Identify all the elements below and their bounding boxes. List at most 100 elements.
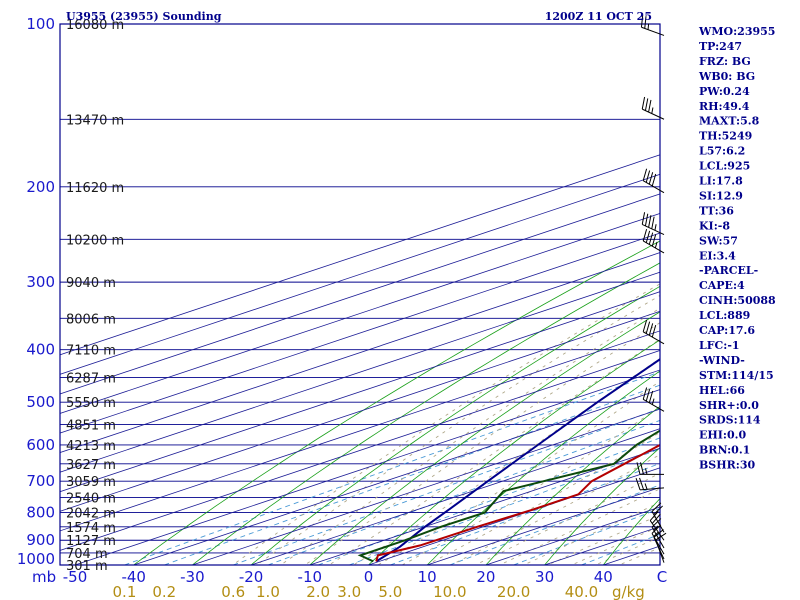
mixing-ratio-lines [124, 371, 660, 565]
mixing-ratio-tick-label: 40.0 [565, 583, 598, 600]
pressure-tick-label: 800 [26, 504, 55, 522]
index-line: BRN:0.1 [699, 444, 750, 457]
dry-adiabat [426, 370, 660, 565]
index-line: STM:114/15 [699, 369, 774, 382]
station-title: U3955 (23955) Sounding [66, 10, 222, 23]
wind-barb [640, 14, 665, 36]
index-line: MAXT:5.8 [699, 115, 760, 128]
pressure-tick-label: 500 [26, 393, 55, 411]
wind-barb [642, 387, 665, 412]
mixing-ratio-tick-label: 5.0 [378, 583, 402, 600]
index-line: SI:12.9 [699, 189, 743, 202]
index-line: WMO:23955 [698, 25, 775, 38]
index-line: CAPE:4 [699, 279, 745, 292]
mixing-ratio-tick-label: 0.2 [152, 583, 176, 600]
temperature-tick-label: C [657, 568, 667, 586]
temperature-tick-label: 10 [418, 568, 437, 586]
wind-barb [636, 462, 664, 475]
isotherm-lines [60, 154, 660, 565]
moist-adiabat [498, 488, 660, 565]
height-label: 11620 m [66, 181, 124, 196]
index-line: SHR+:0.0 [699, 399, 759, 412]
temperature-tick-label: -20 [239, 568, 264, 586]
mixing-ratio-tick-label: 1.0 [256, 583, 280, 600]
temperature-tick-label: -10 [298, 568, 323, 586]
index-line: FRZ: BG [699, 55, 751, 68]
temperature-tick-label: 40 [594, 568, 613, 586]
height-label: 4851 m [66, 419, 116, 434]
isotherm--50 [74, 369, 660, 565]
index-line: LFC:-1 [699, 339, 740, 352]
dry-adiabat [309, 311, 660, 565]
height-label: 1127 m [66, 534, 116, 549]
mixing-ratio-line [233, 407, 660, 565]
wind-barbs [635, 14, 667, 563]
dry-adiabat [250, 285, 660, 565]
moist-adiabat [594, 536, 660, 565]
isotherm--30 [192, 408, 660, 565]
mixing-ratio-line [124, 371, 660, 565]
isotherm-0 [368, 467, 660, 565]
mixing-ratio-labels: 0.1 0.2 0.6 1.0 2.0 3.0 5.0 10.0 20.0 40.0 [113, 583, 599, 600]
index-line: -WIND- [699, 354, 745, 367]
moist-adiabat [474, 472, 660, 565]
valid-time: 1200Z 11 OCT 25 [545, 10, 652, 23]
index-line: HEL:66 [699, 384, 745, 397]
index-line: SW:57 [699, 234, 738, 247]
dry-adiabat-lines [133, 36, 800, 577]
moist-adiabat [232, 283, 660, 565]
pressure-tick-label: 1000 [17, 550, 55, 568]
height-label: 2540 m [66, 491, 116, 506]
mixing-ratio-unit-label: g/kg [612, 583, 645, 600]
isotherm--40 [133, 389, 660, 565]
wind-barb [641, 96, 665, 120]
pressure-tick-label: 400 [26, 341, 55, 359]
height-label: 3059 m [66, 475, 116, 490]
temperature-tick-label: 30 [535, 568, 554, 586]
plot-frame [59, 23, 661, 566]
index-line: CAP:17.6 [699, 324, 755, 337]
isotherm--20 [250, 428, 660, 565]
temperature-tick-label: 0 [364, 568, 374, 586]
pressure-tick-label: 700 [26, 472, 55, 490]
height-label: 10200 m [66, 233, 124, 248]
dry-adiabat [773, 36, 800, 577]
temperature-tick-label: -30 [180, 568, 205, 586]
index-line: KI:-8 [699, 219, 730, 232]
index-line: RH:49.4 [699, 100, 750, 113]
height-label: 704 m [66, 547, 108, 562]
height-label: 5550 m [66, 396, 116, 411]
temperature-tick-label: -50 [63, 568, 88, 586]
height-label: 4213 m [66, 439, 116, 454]
index-line: EI:3.4 [699, 249, 736, 262]
height-label: 13470 m [66, 113, 124, 128]
isotherm--90 [60, 291, 660, 493]
dry-adiabat [133, 240, 660, 565]
dry-adiabat [485, 405, 660, 565]
index-line: TT:36 [699, 204, 734, 217]
index-line: L57:6.2 [699, 145, 745, 158]
isotherm--10 [309, 447, 660, 565]
mixing-ratio-tick-label: 0.1 [113, 583, 137, 600]
mixing-ratio-tick-label: 2.0 [306, 583, 330, 600]
wind-barb [651, 502, 665, 533]
dewpoint-line [357, 429, 660, 563]
moist-adiabat [401, 406, 660, 565]
index-line: SRDS:114 [699, 414, 761, 427]
mixing-ratio-line [390, 462, 660, 565]
index-line: EHI:0.0 [699, 429, 746, 442]
isotherm--80 [60, 310, 660, 512]
isotherm--130 [60, 213, 660, 414]
index-line: PW:0.24 [699, 85, 750, 98]
index-line: TH:5249 [699, 130, 752, 143]
pressure-tick-label: 300 [26, 273, 55, 291]
mixing-ratio-tick-label: 3.0 [337, 583, 361, 600]
height-label: 9040 m [66, 276, 116, 291]
height-label: 16080 m [66, 18, 124, 33]
pressure-unit-label: mb [32, 568, 56, 586]
pressure-tick-label: 200 [26, 178, 55, 196]
height-label: 1574 m [66, 521, 116, 536]
moist-adiabat [328, 338, 660, 565]
dry-adiabat [367, 339, 660, 565]
mixing-ratio-tick-label: 20.0 [497, 583, 530, 600]
